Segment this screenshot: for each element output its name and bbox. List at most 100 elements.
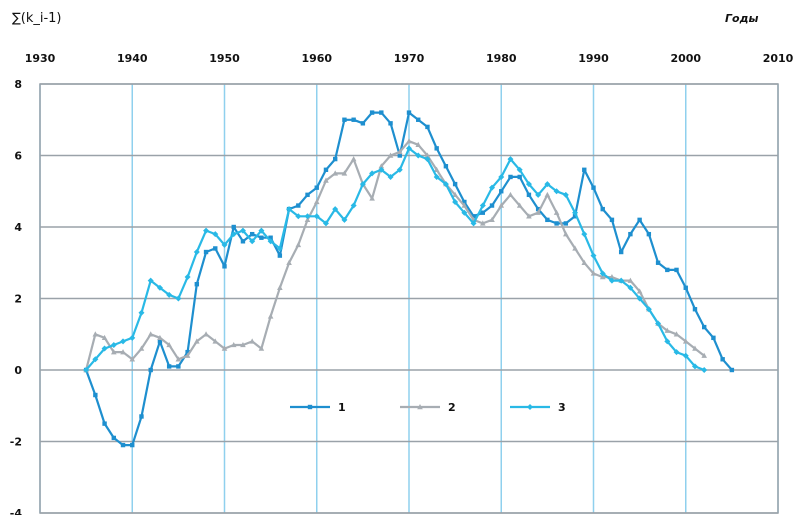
data-point [489,184,496,191]
data-point [415,152,422,159]
series-group [83,110,735,448]
data-point [323,177,329,183]
data-point [268,235,273,240]
data-point [599,270,606,277]
data-point [230,231,237,238]
data-point [212,231,219,238]
data-point [526,213,532,219]
x-tick-label: 2000 [670,52,701,65]
data-point [664,338,671,345]
data-point [461,202,468,208]
data-point [461,209,468,216]
data-point [508,174,513,180]
data-point [452,191,458,198]
y-axis-label: ∑(k_i-1) [12,11,62,26]
data-point [342,117,347,122]
data-point [406,145,412,152]
data-point [313,213,320,220]
data-point [682,338,689,344]
data-point [618,249,624,255]
data-point [673,349,680,356]
data-point [572,245,578,251]
data-point [111,349,117,355]
data-point [563,231,569,237]
data-point [213,246,218,251]
data-point [424,152,431,158]
data-point [637,217,642,223]
data-point [544,191,551,198]
data-point [222,264,227,269]
data-point [471,214,476,219]
data-point [277,284,283,290]
data-point [720,357,725,362]
data-point [600,206,605,212]
data-point [701,367,708,373]
data-point [92,356,99,363]
data-point [176,364,181,369]
plot-frame [39,83,779,514]
data-point [333,156,338,162]
data-point [535,191,542,198]
data-point [692,345,698,351]
series-1 [83,110,735,448]
data-point [507,191,514,198]
data-point [277,253,283,258]
data-point [221,345,228,351]
data-point [701,352,707,358]
data-point [93,392,98,398]
data-point [517,174,522,180]
data-point [184,274,191,281]
data-point [166,291,173,298]
data-point [590,270,597,276]
data-point [655,260,661,265]
data-point [572,209,579,216]
data-point [203,331,209,337]
data-point [314,185,319,190]
data-point [185,349,190,355]
data-point [417,404,423,410]
data-point [729,367,735,373]
y-tick-label: 4 [14,221,22,234]
data-point [527,404,533,410]
data-point [258,345,265,351]
data-point [341,216,348,223]
data-point [628,231,633,237]
data-point [166,364,172,369]
data-point [452,198,459,205]
y-tick-label: 6 [14,150,22,163]
data-point [147,277,154,284]
data-point [166,341,172,348]
data-point [525,181,532,188]
data-point [193,249,200,256]
data-point [609,217,615,223]
series-3 [83,145,708,373]
x-tick-label: 1970 [394,52,425,65]
data-point [92,331,99,337]
data-point [286,259,292,265]
data-point [157,334,163,341]
legend-label: 3 [558,401,566,414]
y-tick-label: 8 [14,78,22,91]
data-point [332,170,338,176]
legend-item-2: 2 [400,401,456,414]
data-point [129,356,136,362]
data-point [470,220,477,227]
x-tick-label: 1960 [301,52,332,65]
legend-item-1: 1 [290,401,346,414]
data-point [379,110,384,115]
data-point [397,153,402,158]
data-point [442,181,449,188]
data-point [230,341,237,348]
data-point [212,338,219,344]
tick-labels: 1930 1940 1950 1960 1970 1980 1990 2000 2010 -4 -2… [10,52,794,515]
data-point [544,181,551,188]
data-point [175,295,182,302]
data-point [646,231,652,237]
data-point [636,295,643,302]
data-point [203,249,209,255]
data-point [664,327,671,333]
data-point [258,227,265,234]
data-point [627,284,634,291]
data-point [139,414,144,419]
data-point [443,164,449,169]
